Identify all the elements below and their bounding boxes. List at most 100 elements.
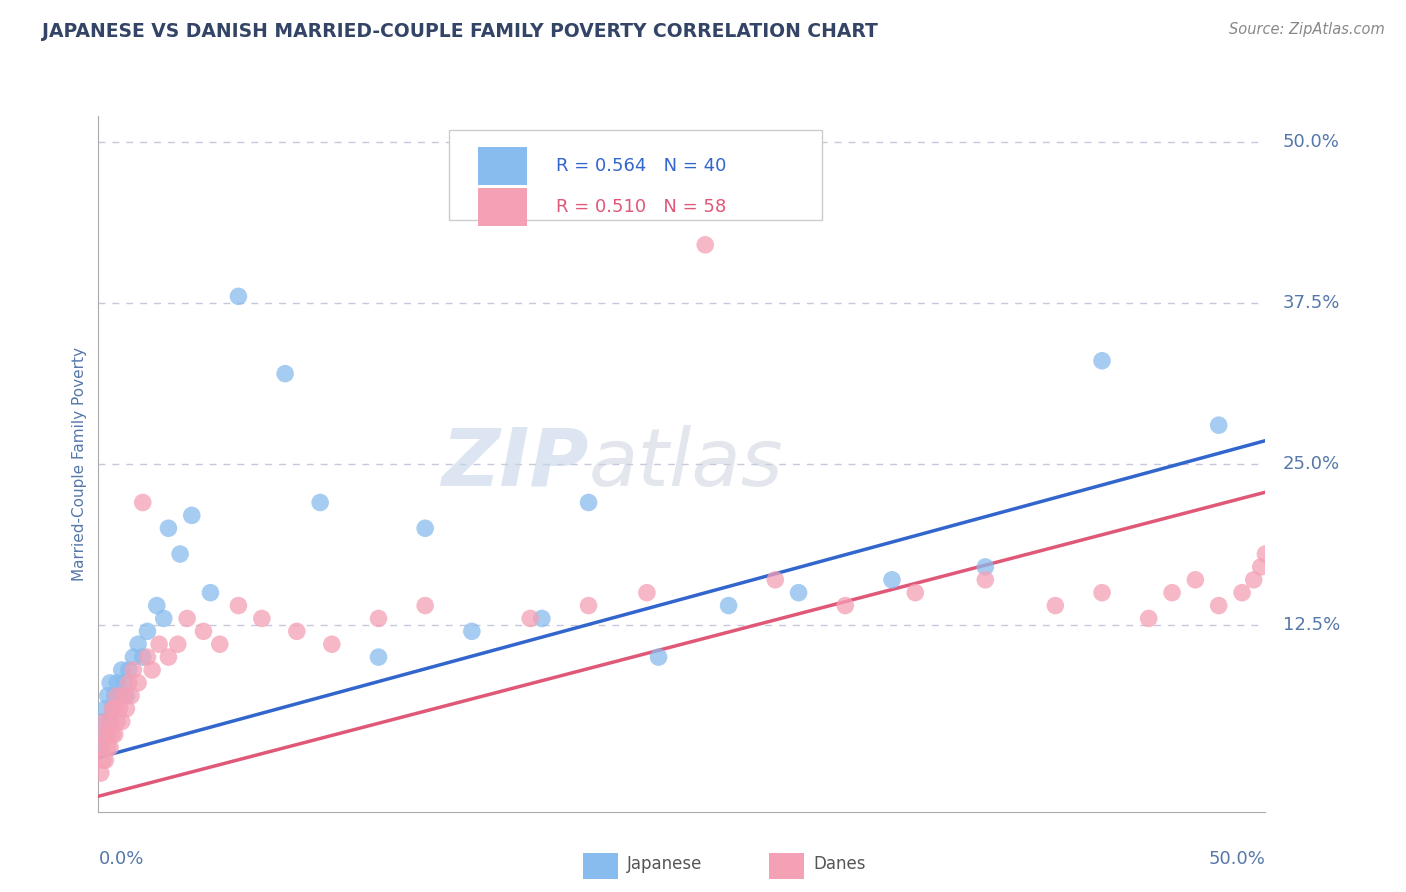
Text: JAPANESE VS DANISH MARRIED-COUPLE FAMILY POVERTY CORRELATION CHART: JAPANESE VS DANISH MARRIED-COUPLE FAMILY…: [42, 22, 879, 41]
Point: [763, 573, 786, 587]
Point: [208, 637, 231, 651]
Point: [200, 585, 222, 599]
Point: [974, 560, 997, 574]
Point: [136, 650, 159, 665]
Point: [180, 508, 202, 523]
Point: [636, 585, 658, 599]
Point: [98, 714, 121, 729]
Point: [1208, 599, 1230, 613]
Point: [1045, 599, 1067, 613]
Point: [141, 663, 163, 677]
Point: [1230, 585, 1253, 599]
Point: [880, 573, 903, 587]
FancyBboxPatch shape: [478, 187, 527, 226]
FancyBboxPatch shape: [449, 130, 823, 220]
Point: [152, 611, 174, 625]
Point: [94, 727, 117, 741]
Text: 12.5%: 12.5%: [1282, 615, 1340, 634]
Point: [115, 689, 138, 703]
Text: 25.0%: 25.0%: [1282, 455, 1340, 473]
Point: [132, 650, 155, 665]
Point: [118, 676, 141, 690]
Point: [461, 199, 484, 213]
Point: [136, 624, 159, 639]
Point: [112, 676, 135, 690]
Point: [94, 714, 117, 729]
Point: [309, 495, 332, 509]
Point: [98, 740, 121, 755]
Point: [157, 650, 180, 665]
Point: [105, 714, 128, 729]
Point: [647, 650, 669, 665]
Text: ZIP: ZIP: [441, 425, 589, 503]
Point: [90, 766, 112, 780]
Text: R = 0.510   N = 58: R = 0.510 N = 58: [555, 198, 725, 216]
Point: [1184, 573, 1206, 587]
Point: [98, 714, 121, 729]
Point: [104, 727, 127, 741]
Point: [94, 701, 117, 715]
Point: [1091, 585, 1114, 599]
Point: [132, 495, 155, 509]
Point: [90, 740, 112, 755]
Text: 37.5%: 37.5%: [1282, 293, 1340, 312]
Point: [413, 521, 436, 535]
Point: [695, 237, 717, 252]
Point: [111, 714, 134, 729]
Point: [146, 599, 169, 613]
Point: [98, 676, 121, 690]
Point: [834, 599, 856, 613]
Point: [97, 689, 120, 703]
Point: [228, 599, 250, 613]
Point: [1208, 418, 1230, 433]
Point: [112, 689, 135, 703]
Point: [105, 676, 128, 690]
Point: [91, 753, 114, 767]
Text: 50.0%: 50.0%: [1209, 850, 1265, 868]
Point: [120, 689, 142, 703]
Point: [148, 637, 170, 651]
Point: [108, 689, 131, 703]
Point: [101, 701, 124, 715]
Point: [285, 624, 308, 639]
Point: [321, 637, 343, 651]
Point: [122, 650, 145, 665]
Point: [250, 611, 273, 625]
Text: 50.0%: 50.0%: [1282, 133, 1340, 151]
Point: [104, 689, 127, 703]
Point: [90, 740, 112, 755]
Point: [94, 753, 117, 767]
Text: atlas: atlas: [589, 425, 783, 503]
Point: [169, 547, 191, 561]
Text: Japanese: Japanese: [627, 855, 703, 873]
Point: [91, 727, 114, 741]
Point: [101, 727, 124, 741]
Point: [127, 637, 149, 651]
Point: [122, 663, 145, 677]
Point: [1243, 573, 1265, 587]
FancyBboxPatch shape: [478, 147, 527, 186]
Point: [1250, 560, 1272, 574]
Point: [413, 599, 436, 613]
Point: [1161, 585, 1184, 599]
Point: [97, 740, 120, 755]
Point: [274, 367, 297, 381]
Y-axis label: Married-Couple Family Poverty: Married-Couple Family Poverty: [72, 347, 87, 581]
Point: [519, 611, 541, 625]
Point: [118, 663, 141, 677]
Text: Danes: Danes: [814, 855, 866, 873]
Point: [111, 663, 134, 677]
Text: R = 0.564   N = 40: R = 0.564 N = 40: [555, 157, 727, 175]
Point: [1091, 353, 1114, 368]
Point: [367, 650, 389, 665]
Point: [105, 689, 128, 703]
Point: [1137, 611, 1160, 625]
Point: [578, 599, 600, 613]
Point: [157, 521, 180, 535]
FancyBboxPatch shape: [769, 853, 804, 880]
Point: [228, 289, 250, 303]
Point: [1254, 547, 1277, 561]
Text: Source: ZipAtlas.com: Source: ZipAtlas.com: [1229, 22, 1385, 37]
Point: [193, 624, 215, 639]
Point: [530, 611, 553, 625]
